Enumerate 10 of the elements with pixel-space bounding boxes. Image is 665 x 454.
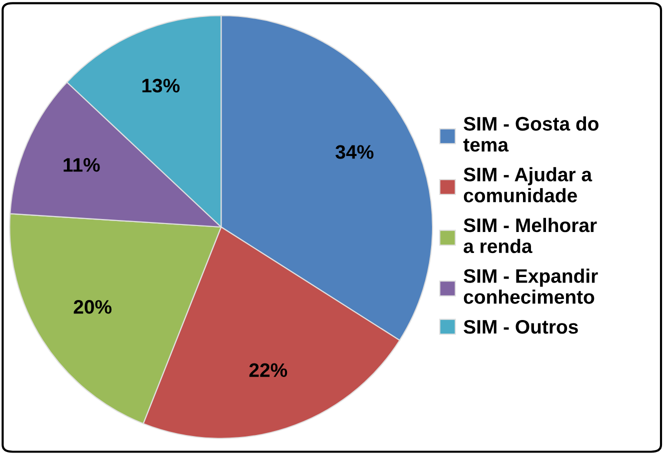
data-label: 13% xyxy=(142,78,180,93)
data-label: 22% xyxy=(249,363,288,377)
legend-label: SIM - Expandir conhecimento xyxy=(464,268,598,304)
data-label: 11% xyxy=(64,158,100,172)
legend-label: SIM - Melhorar a renda xyxy=(464,218,597,254)
legend-label: SIM - Outros xyxy=(464,320,578,334)
data-label: 34% xyxy=(336,145,374,159)
legend-label: SIM - Gosta do tema xyxy=(463,116,598,152)
data-label: 20% xyxy=(74,300,112,314)
legend-label: SIM - Ajudar a comunidade xyxy=(464,167,592,202)
